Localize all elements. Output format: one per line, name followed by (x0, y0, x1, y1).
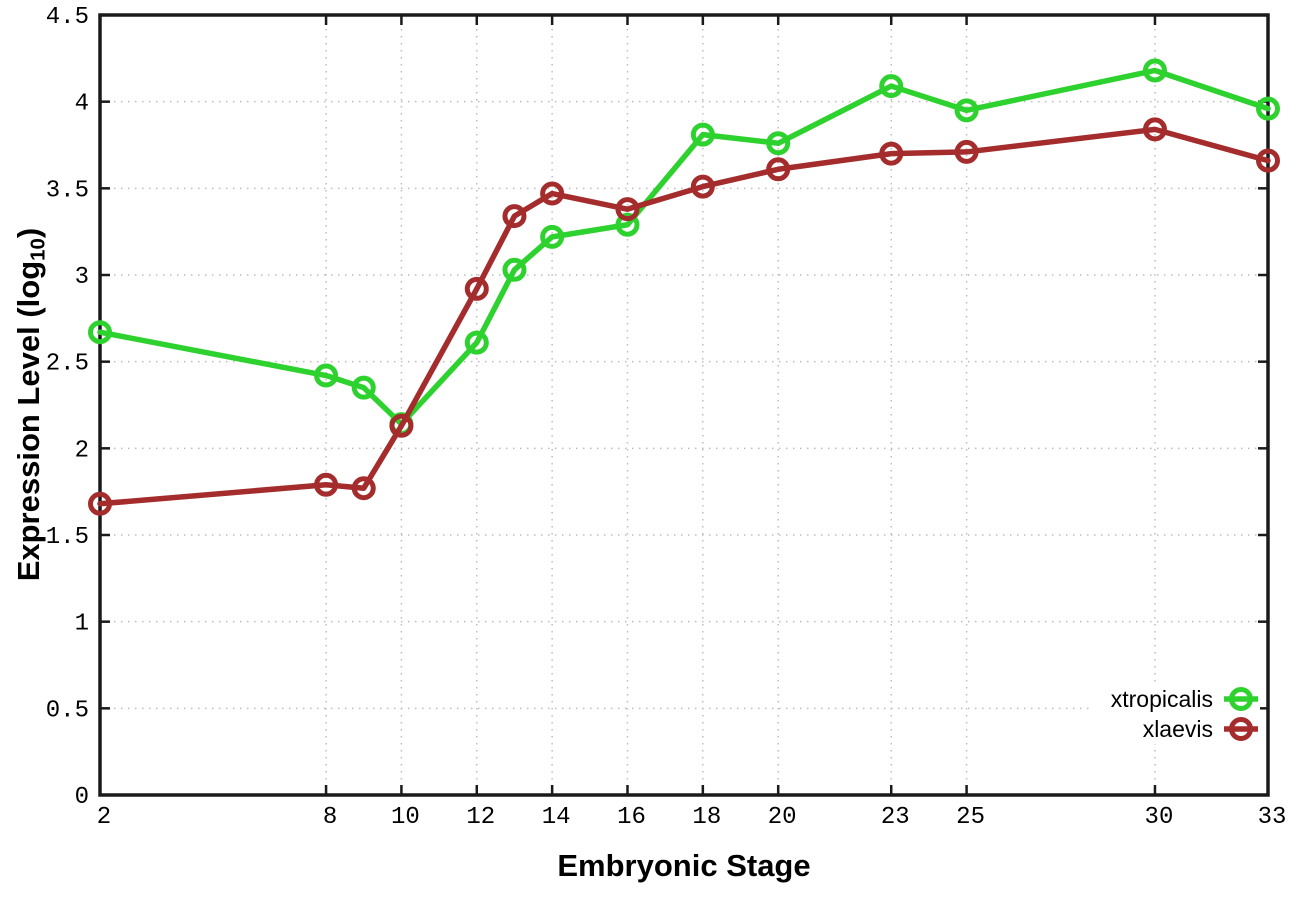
y-tick-label: 1.5 (46, 524, 89, 551)
x-tick-label: 16 (617, 804, 646, 831)
data-point-xlaevis (690, 174, 715, 199)
data-point-xtropicalis (464, 330, 489, 355)
series-line-xtropicalis (97, 67, 1271, 427)
data-point-xlaevis (389, 413, 414, 438)
x-tick-label: 33 (1258, 804, 1287, 831)
x-tick-label: 2 (97, 804, 111, 831)
x-axis-title: Embryonic Stage (557, 848, 811, 883)
legend-marker-xlaevis (1224, 717, 1258, 741)
data-point-xtropicalis (766, 131, 791, 156)
x-tick-label: 30 (1145, 804, 1174, 831)
data-point-xlaevis (615, 197, 640, 222)
data-point-xtropicalis (314, 363, 339, 388)
legend-label-xtropicalis: xtropicalis (1110, 685, 1213, 712)
y-tick-label: 2 (75, 437, 89, 464)
data-point-xtropicalis (540, 224, 565, 249)
x-tick-label: 20 (768, 804, 797, 831)
data-point-xlaevis (879, 141, 904, 166)
y-tick-label: 3 (75, 264, 89, 291)
data-point-xtropicalis (879, 74, 904, 99)
data-point-xlaevis (540, 181, 565, 206)
data-point-xtropicalis (954, 98, 979, 123)
data-point-xtropicalis (1256, 96, 1280, 121)
legend-circle-icon (1229, 717, 1253, 741)
data-point-xlaevis (351, 476, 376, 501)
x-tick-label: 23 (881, 804, 910, 831)
x-tick-label: 8 (323, 804, 337, 831)
data-point-xtropicalis (615, 212, 640, 237)
data-point-xlaevis (502, 204, 527, 229)
data-point-xtropicalis (690, 122, 715, 147)
y-tick-label: 4 (75, 91, 89, 118)
data-point-xlaevis (314, 472, 339, 497)
data-point-xlaevis (1256, 148, 1280, 173)
data-point-xtropicalis (1142, 58, 1167, 83)
data-point-xlaevis (766, 157, 791, 182)
y-tick-label: 3.5 (46, 177, 89, 204)
y-tick-label: 1 (75, 611, 89, 638)
legend: xtropicalis xlaevis (1092, 684, 1260, 744)
legend-entry-xtropicalis: xtropicalis (1111, 684, 1260, 714)
data-point-xlaevis (1142, 117, 1167, 142)
plot-frame (98, 13, 1270, 797)
y-tick-label: 2.5 (46, 351, 89, 378)
data-point-xlaevis (464, 276, 489, 301)
legend-marker-xtropicalis (1224, 687, 1258, 711)
x-tick-label: 25 (956, 804, 985, 831)
x-tick-label: 12 (466, 804, 495, 831)
data-point-xtropicalis (88, 320, 112, 345)
y-tick-label: 0 (75, 784, 89, 811)
legend-label-xlaevis: xlaevis (1142, 715, 1213, 742)
y-tick-label: 4.5 (46, 4, 89, 31)
x-tick-label: 14 (542, 804, 571, 831)
x-tick-label: 18 (692, 804, 721, 831)
legend-circle-icon (1229, 687, 1253, 711)
y-tick-label: 0.5 (46, 697, 89, 724)
data-point-xtropicalis (351, 375, 376, 400)
data-point-xlaevis (954, 139, 979, 164)
data-point-xtropicalis (502, 257, 527, 282)
x-tick-label: 10 (391, 804, 420, 831)
data-point-xlaevis (88, 491, 112, 516)
series-line-xlaevis (97, 126, 1271, 507)
legend-entry-xlaevis: xlaevis (1111, 714, 1260, 744)
